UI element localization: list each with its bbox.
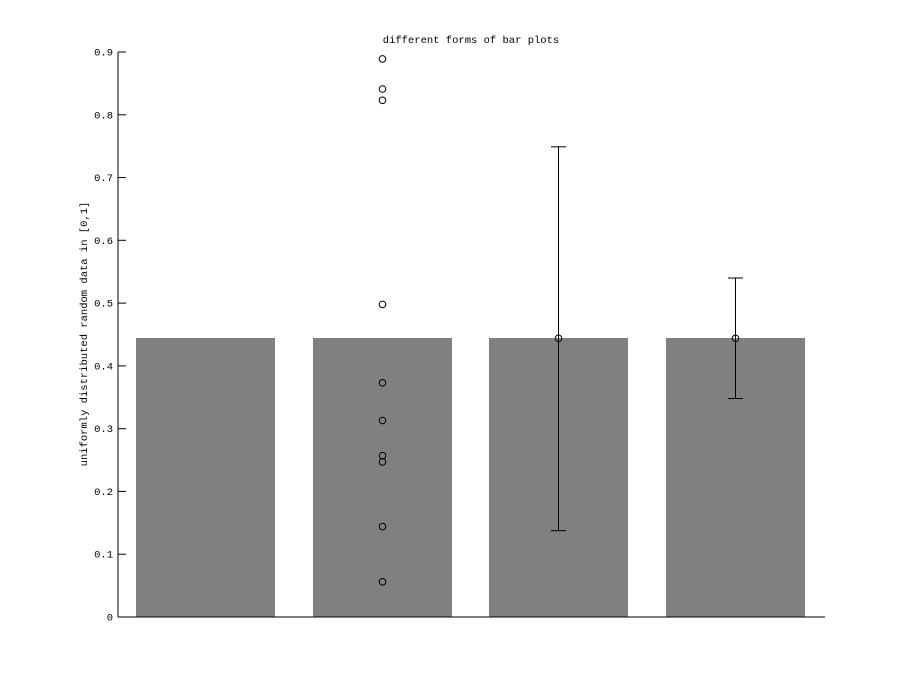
svg-text:0.3: 0.3 bbox=[94, 424, 113, 436]
svg-text:0: 0 bbox=[107, 613, 113, 625]
svg-text:0.9: 0.9 bbox=[94, 48, 113, 60]
svg-text:different forms of bar plots: different forms of bar plots bbox=[383, 35, 559, 47]
svg-text:0.8: 0.8 bbox=[94, 110, 113, 122]
svg-text:0.5: 0.5 bbox=[94, 299, 113, 311]
svg-text:uniformly distributed random d: uniformly distributed random data in [0,… bbox=[79, 202, 91, 467]
svg-text:0.4: 0.4 bbox=[94, 361, 113, 373]
svg-text:0.6: 0.6 bbox=[94, 236, 113, 248]
svg-text:0.2: 0.2 bbox=[94, 487, 113, 499]
svg-text:0.7: 0.7 bbox=[94, 173, 113, 185]
svg-text:0.1: 0.1 bbox=[94, 550, 113, 562]
